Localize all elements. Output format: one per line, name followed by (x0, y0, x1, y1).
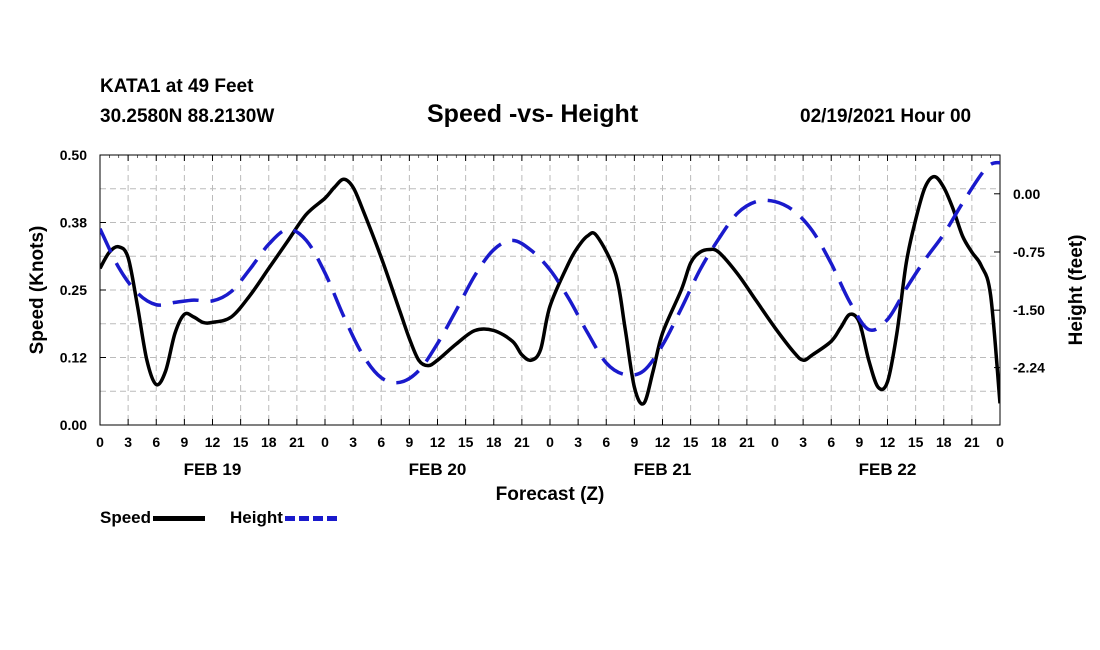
x-tick-label: 12 (655, 434, 671, 450)
x-tick-label: 15 (233, 434, 249, 450)
x-tick-label: 3 (124, 434, 132, 450)
x-tick-label: 21 (739, 434, 755, 450)
grid-layer (100, 155, 1000, 425)
date-label: FEB 22 (859, 460, 917, 479)
x-tick-label: 6 (152, 434, 160, 450)
x-tick-label: 18 (486, 434, 502, 450)
date-label: FEB 19 (184, 460, 242, 479)
x-tick-label: 21 (289, 434, 305, 450)
height-series-line (100, 160, 1000, 385)
y-left-tick-label: 0.12 (60, 350, 87, 366)
axis-layer: 0 3 6 9 12 15 18 21 0 3 6 9 12 15 18 21 0 3 6 9 12 15 18 21 0 3 6 9… (60, 147, 1045, 479)
y-axis-left-label: Speed (Knots) (27, 226, 48, 355)
y-right-tick-label: -0.75 (1013, 244, 1045, 260)
x-tick-label: 6 (377, 434, 385, 450)
x-tick-label: 0 (321, 434, 329, 450)
x-tick-label: 9 (405, 434, 413, 450)
date-label: FEB 20 (409, 460, 467, 479)
x-tick-label: 12 (205, 434, 221, 450)
x-tick-label: 12 (880, 434, 896, 450)
x-tick-label: 0 (96, 434, 104, 450)
legend-speed-label: Speed (100, 508, 152, 527)
x-tick-label: 9 (180, 434, 188, 450)
x-tick-label: 9 (630, 434, 638, 450)
x-tick-label: 0 (996, 434, 1004, 450)
x-tick-label: 3 (574, 434, 582, 450)
x-tick-label: 15 (683, 434, 699, 450)
run-timestamp: 02/19/2021 Hour 00 (800, 106, 972, 127)
date-label: FEB 21 (634, 460, 692, 479)
y-right-tick-label: -2.24 (1013, 360, 1045, 376)
y-left-tick-label: 0.25 (60, 282, 87, 298)
y-left-tick-label: 0.00 (60, 417, 87, 433)
legend-height: Height (230, 508, 337, 528)
speed-series-line (100, 174, 1000, 406)
x-axis-label: Forecast (Z) (496, 484, 605, 505)
x-tick-label: 18 (261, 434, 277, 450)
y-axis-right-label: Height (feet) (1066, 235, 1087, 346)
x-tick-label: 21 (964, 434, 980, 450)
chart-title: Speed -vs- Height (427, 100, 639, 128)
y-right-tick-label: -1.50 (1013, 302, 1045, 318)
x-tick-label: 6 (602, 434, 610, 450)
y-right-tick-label: 0.00 (1013, 186, 1040, 202)
legend-speed-swatch (153, 515, 206, 521)
x-tick-label: 21 (514, 434, 530, 450)
legend-speed: Speed (100, 508, 206, 528)
station-title: KATA1 at 49 Feet (100, 76, 254, 97)
x-tick-label: 9 (855, 434, 863, 450)
legend-height-swatch (284, 515, 337, 521)
x-tick-label: 12 (430, 434, 446, 450)
station-coordinates: 30.2580N 88.2130W (100, 106, 275, 127)
x-tick-label: 3 (349, 434, 357, 450)
series-layer (100, 160, 1000, 406)
x-tick-label: 15 (458, 434, 474, 450)
x-tick-label: 18 (711, 434, 727, 450)
y-left-tick-label: 0.50 (60, 147, 87, 163)
x-tick-label: 3 (799, 434, 807, 450)
x-tick-label: 15 (908, 434, 924, 450)
legend-height-label: Height (230, 508, 283, 527)
x-tick-label: 0 (771, 434, 779, 450)
x-tick-label: 0 (546, 434, 554, 450)
x-tick-label: 18 (936, 434, 952, 450)
y-left-tick-label: 0.38 (60, 215, 87, 231)
x-tick-label: 6 (827, 434, 835, 450)
